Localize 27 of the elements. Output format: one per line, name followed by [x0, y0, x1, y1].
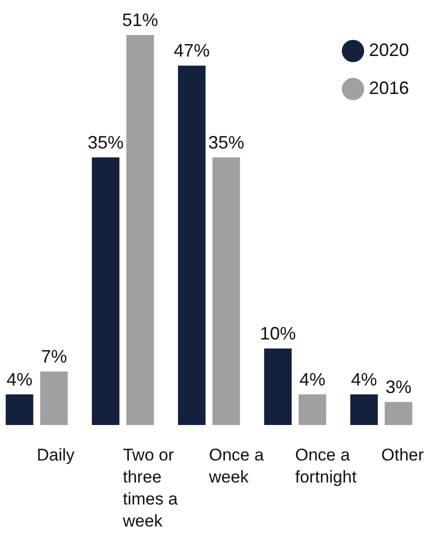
bar — [40, 371, 68, 425]
data-label: 35% — [208, 132, 244, 152]
data-label: 51% — [122, 10, 158, 30]
x-tick-label: Once a fortnight — [295, 446, 357, 486]
bar — [92, 157, 120, 425]
data-label: 7% — [40, 346, 67, 366]
bar — [264, 348, 292, 425]
bar — [384, 402, 412, 425]
data-label: 10% — [260, 324, 296, 344]
bar — [126, 35, 154, 425]
bar — [298, 394, 326, 425]
x-tick-label: Once a week — [208, 446, 264, 486]
data-label: 4% — [299, 369, 326, 390]
bar — [350, 394, 378, 425]
data-label: 47% — [174, 40, 210, 61]
data-label: 3% — [385, 377, 412, 398]
x-tick-label: Daily — [36, 446, 76, 464]
legend-label: 2020 — [369, 40, 410, 60]
bar — [212, 157, 240, 425]
data-label: 35% — [88, 132, 124, 152]
bar — [6, 394, 34, 425]
x-tick-label: Other — [381, 446, 424, 464]
data-label: 4% — [351, 369, 378, 390]
legend-label: 2016 — [369, 78, 410, 98]
bar — [178, 66, 206, 425]
x-tick-label: Two or three times a week — [122, 446, 178, 530]
data-label: 4% — [6, 369, 33, 390]
